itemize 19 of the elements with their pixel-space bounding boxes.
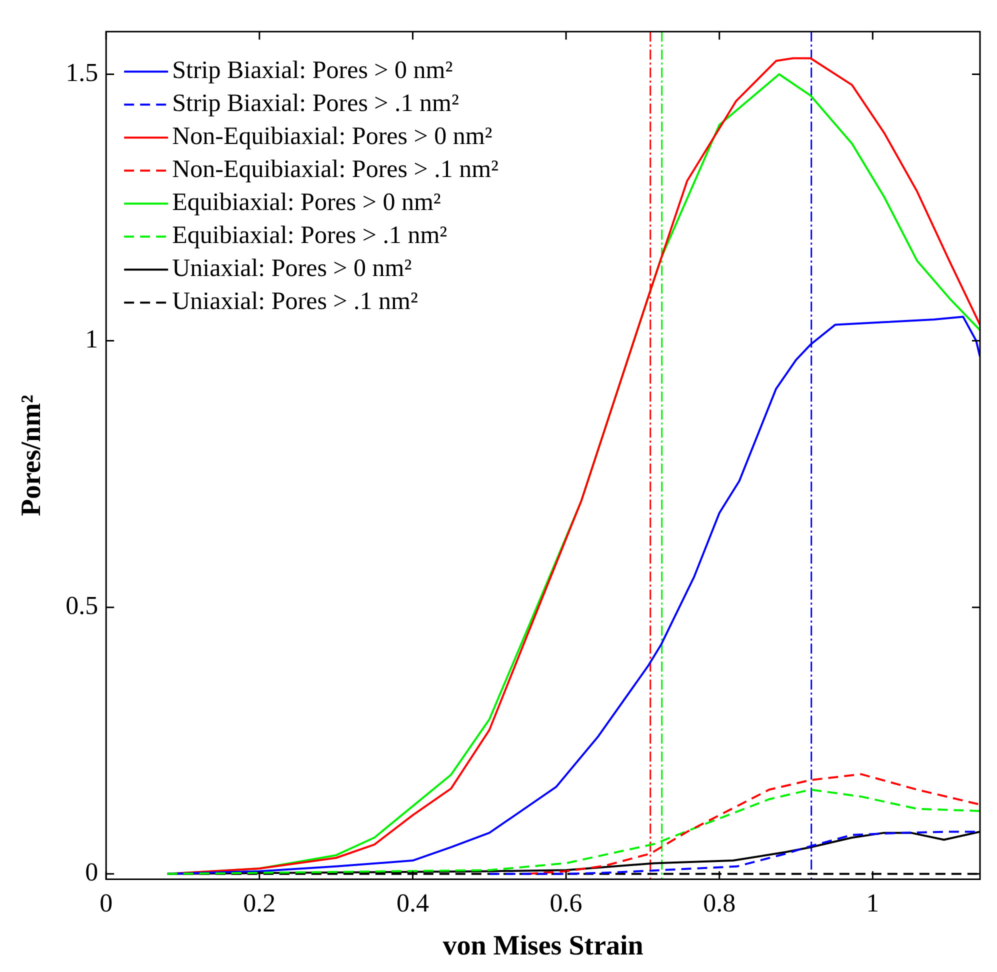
y-tick-label: 1.5 (66, 58, 98, 88)
x-tick-label: 1 (866, 888, 880, 918)
legend-label: Strip Biaxial: Pores > 0 nm² (172, 57, 453, 84)
x-tick-label: 0.6 (550, 888, 582, 918)
x-tick-label: 0.8 (703, 888, 736, 918)
legend-label: Uniaxial: Pores > .1 nm² (172, 288, 418, 316)
y-axis-title: Pores/nm² (16, 394, 48, 516)
legend-label: Equibiaxial: Pores > 0 nm² (172, 189, 441, 216)
legend-label: Non-Equibiaxial: Pores > 0 nm² (172, 123, 492, 150)
legend-label: Uniaxial: Pores > 0 nm² (172, 255, 412, 282)
y-tick-label: 0.5 (66, 591, 98, 620)
y-tick-label: 0 (85, 858, 98, 887)
x-tick-label: 0.2 (243, 888, 276, 918)
y-tick-label: 1 (85, 324, 98, 354)
legend-label: Strip Biaxial: Pores > .1 nm² (172, 90, 459, 118)
legend-label: Non-Equibiaxial: Pores > .1 nm² (172, 156, 499, 184)
legend-label: Equibiaxial: Pores > .1 nm² (172, 222, 448, 250)
x-axis-title: von Mises Strain (442, 930, 644, 962)
x-tick-label: 0.4 (396, 888, 429, 918)
